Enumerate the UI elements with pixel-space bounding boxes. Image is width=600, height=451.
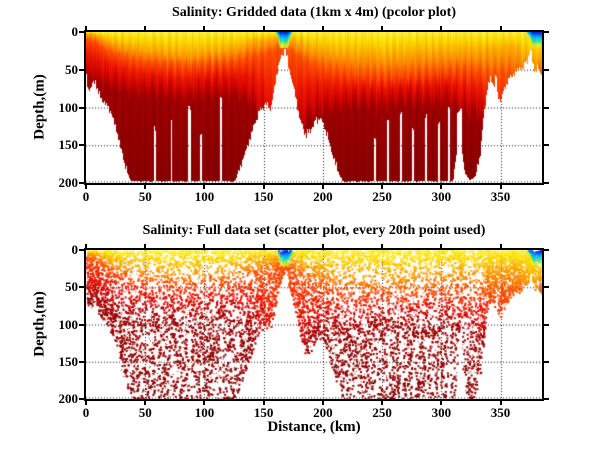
y-tick-label: 50 [65, 279, 78, 295]
x-tick-mark [499, 185, 502, 189]
scatter-canvas [86, 250, 542, 399]
y-tick-mark [79, 249, 84, 251]
y-tick-mark [79, 398, 84, 400]
y-tick-label: 150 [58, 353, 79, 369]
x-tick-mark [381, 26, 384, 30]
y-tick-mark [79, 31, 84, 33]
y-tick-mark [544, 398, 549, 400]
y-tick-label: 0 [71, 24, 79, 39]
x-tick-mark [321, 401, 324, 405]
y-tick-label: 0 [71, 242, 79, 257]
x-tick-mark [203, 401, 206, 405]
x-tick-mark [440, 185, 443, 189]
x-tick-label: 0 [82, 405, 90, 420]
x-tick-mark [203, 244, 206, 248]
x-tick-mark [381, 244, 384, 248]
x-tick-label: 250 [372, 189, 392, 204]
x-tick-label: 250 [372, 405, 392, 420]
x-tick-label: 350 [490, 405, 511, 420]
x-axis-label: Distance, (km) [267, 419, 361, 435]
y-tick-mark [79, 144, 84, 147]
pcolor-plot-box [84, 30, 544, 185]
y-tick-mark [79, 106, 84, 109]
y-tick-mark [544, 249, 549, 251]
x-tick-mark [262, 401, 265, 405]
y-tick-mark [79, 323, 84, 326]
x-tick-mark [262, 244, 265, 248]
y-tick-label: 100 [58, 316, 79, 332]
y-tick-mark [79, 360, 84, 363]
x-tick-label: 100 [194, 405, 215, 420]
y-tick-mark [544, 323, 549, 326]
x-tick-mark [85, 26, 87, 30]
y-tick-mark [544, 68, 549, 71]
y-tick-label: 150 [58, 137, 79, 153]
x-tick-mark [144, 26, 147, 30]
pcolor-plot-title: Salinity: Gridded data (1km x 4m) (pcolo… [171, 5, 457, 20]
x-tick-mark [262, 185, 265, 189]
x-tick-mark [499, 26, 502, 30]
x-tick-mark [440, 244, 443, 248]
y-tick-mark [544, 106, 549, 109]
y-tick-label: 100 [58, 99, 79, 115]
x-tick-mark [381, 401, 384, 405]
x-tick-label: 300 [431, 405, 452, 420]
x-tick-mark [321, 26, 324, 30]
x-tick-mark [499, 244, 502, 248]
x-tick-mark [144, 401, 147, 405]
x-tick-mark [144, 185, 147, 189]
x-tick-mark [321, 244, 324, 248]
x-tick-label: 50 [138, 405, 152, 420]
y-tick-mark [544, 182, 549, 184]
x-tick-label: 0 [82, 189, 90, 204]
y-tick-mark [544, 31, 549, 33]
y-tick-mark [544, 286, 549, 289]
x-tick-label: 150 [253, 405, 274, 420]
scatter-plot-box [84, 248, 544, 401]
x-tick-mark [85, 185, 87, 189]
x-tick-mark [440, 401, 443, 405]
y-tick-mark [79, 68, 84, 71]
x-tick-label: 200 [313, 405, 333, 420]
y-tick-mark [79, 182, 84, 184]
x-tick-label: 350 [490, 189, 511, 204]
y-tick-label: 200 [58, 175, 79, 190]
x-tick-label: 100 [194, 189, 215, 204]
x-tick-mark [85, 244, 87, 248]
x-tick-mark [499, 401, 502, 405]
x-tick-mark [85, 401, 87, 405]
y-tick-label: 200 [58, 391, 79, 406]
y-tick-label: 50 [65, 61, 78, 77]
x-tick-mark [381, 185, 384, 189]
x-tick-mark [440, 26, 443, 30]
scatter-plot-title: Salinity: Full data set (scatter plot, e… [142, 223, 486, 238]
y-tick-mark [79, 286, 84, 289]
x-tick-mark [262, 26, 265, 30]
y-tick-mark [544, 144, 549, 147]
x-tick-mark [321, 185, 324, 189]
x-tick-mark [144, 244, 147, 248]
x-tick-label: 50 [138, 189, 152, 204]
x-tick-label: 300 [431, 189, 452, 204]
x-tick-mark [203, 185, 206, 189]
x-tick-mark [203, 26, 206, 30]
x-tick-label: 150 [253, 189, 274, 204]
pcolor-canvas [86, 32, 542, 183]
y-tick-mark [544, 360, 549, 363]
x-tick-label: 200 [313, 189, 333, 204]
